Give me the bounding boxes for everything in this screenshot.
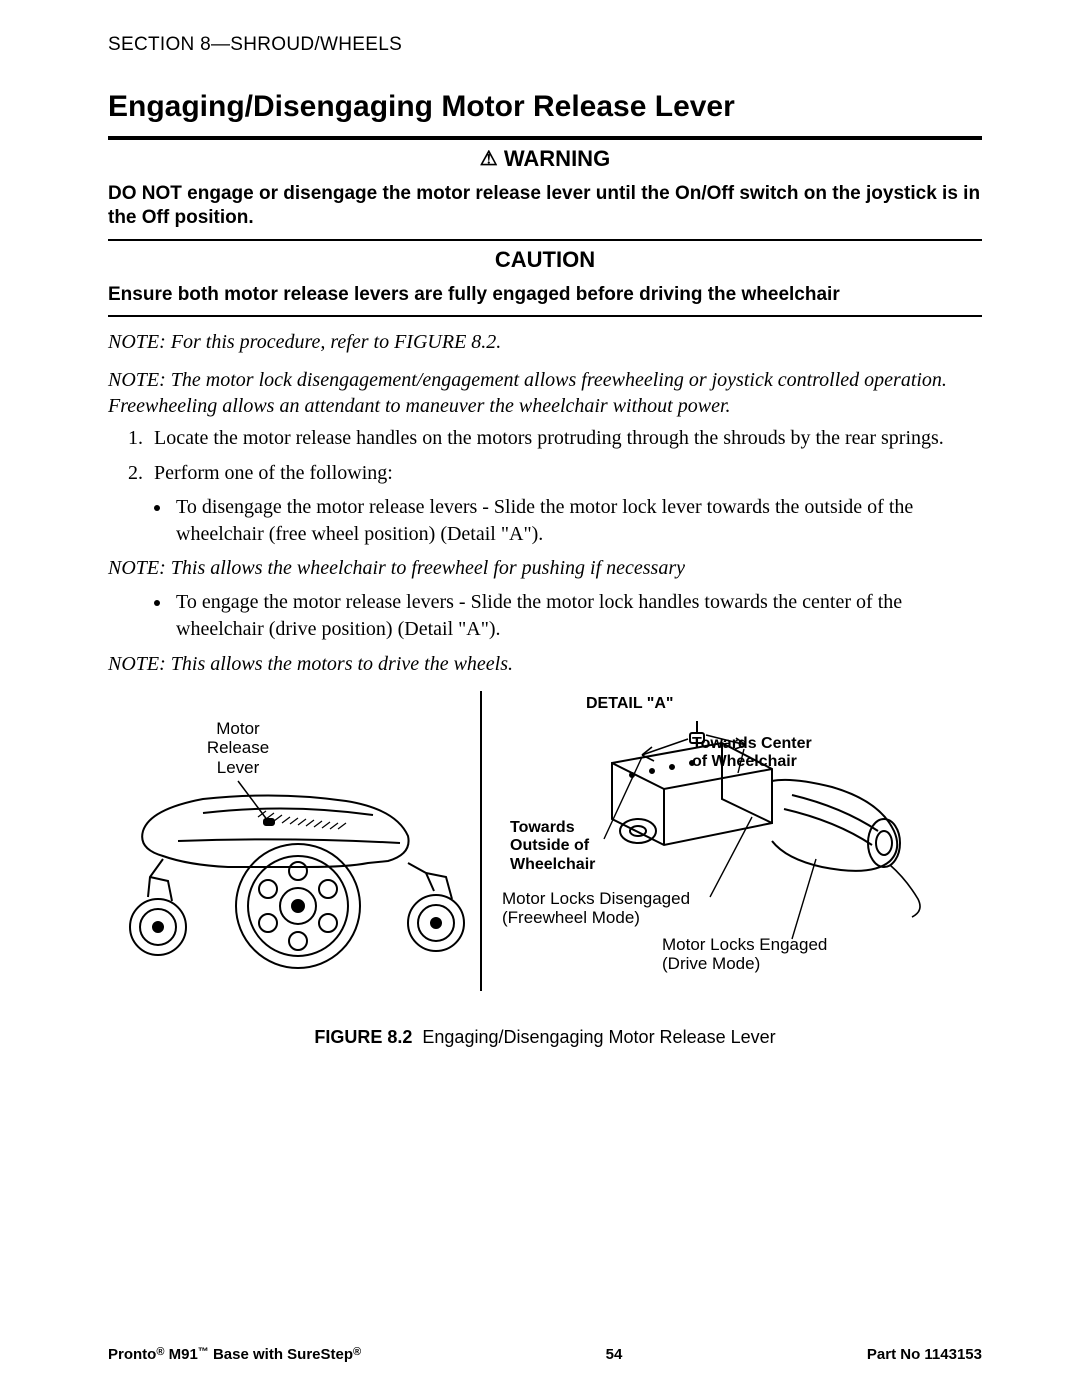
step-2-bullets: To disengage the motor release levers - …: [108, 494, 982, 547]
manual-page: SECTION 8—SHROUD/WHEELS Engaging/Disenga…: [0, 0, 1080, 1397]
figure-left-panel: Motor Release Lever: [108, 691, 478, 991]
label-line: of Wheelchair: [692, 753, 797, 770]
caution-body: Ensure both motor release levers are ful…: [108, 279, 982, 315]
label-line: (Drive Mode): [662, 954, 760, 973]
figure-caption: FIGURE 8.2 Engaging/Disengaging Motor Re…: [108, 1027, 982, 1048]
caution-heading: CAUTION: [108, 241, 982, 279]
figure-right-panel: DETAIL "A" Towards Center of Wheelchair …: [492, 691, 982, 991]
wheelchair-base-illustration: [108, 691, 478, 991]
step-2: Perform one of the following:: [148, 460, 982, 487]
label-line: Motor Locks Disengaged: [502, 889, 690, 908]
footer-right: Part No 1143153: [867, 1346, 982, 1363]
label-line: (Freewheel Mode): [502, 908, 640, 927]
note-1: NOTE: For this procedure, refer to FIGUR…: [108, 329, 982, 355]
label-towards-outside: Towards Outside of Wheelchair: [510, 819, 595, 876]
step-2-bullets-2: To engage the motor release levers - Sli…: [108, 589, 982, 642]
warning-icon: ⚠: [480, 148, 498, 170]
label-line: Motor: [216, 719, 259, 738]
note-4: NOTE: This allows the motors to drive th…: [108, 651, 982, 677]
step-1: Locate the motor release handles on the …: [148, 425, 982, 452]
label-line: Towards Center: [692, 735, 812, 752]
note-3: NOTE: This allows the wheelchair to free…: [108, 555, 982, 581]
section-header: SECTION 8—SHROUD/WHEELS: [108, 34, 982, 56]
figure-8-2: Motor Release Lever: [108, 691, 982, 1021]
rule-thin-2: [108, 315, 982, 317]
label-line: Lever: [217, 758, 260, 777]
warning-heading-text: WARNING: [504, 146, 610, 171]
figure-caption-text: Engaging/Disengaging Motor Release Lever: [422, 1027, 775, 1047]
figure-divider: [480, 691, 482, 991]
label-line: Wheelchair: [510, 856, 595, 873]
footer-page-number: 54: [606, 1346, 623, 1363]
label-line: Outside of: [510, 837, 589, 854]
label-engaged: Motor Locks Engaged (Drive Mode): [662, 935, 882, 974]
label-line: Motor Locks Engaged: [662, 935, 827, 954]
detail-a-heading: DETAIL "A": [586, 695, 673, 714]
figure-caption-number: FIGURE 8.2: [314, 1027, 412, 1047]
label-line: Towards: [510, 819, 575, 836]
label-motor-release-lever: Motor Release Lever: [198, 719, 278, 778]
bullet-engage: To engage the motor release levers - Sli…: [172, 589, 982, 642]
label-line: Release: [207, 738, 269, 757]
note-2: NOTE: The motor lock disengagement/engag…: [108, 367, 982, 419]
label-disengaged: Motor Locks Disengaged (Freewheel Mode): [502, 889, 722, 928]
footer-left: Pronto® M91™ Base with SureStep®: [108, 1346, 361, 1363]
page-title: Engaging/Disengaging Motor Release Lever: [108, 90, 982, 124]
label-towards-center: Towards Center of Wheelchair: [692, 735, 812, 773]
page-footer: Pronto® M91™ Base with SureStep® 54 Part…: [108, 1346, 982, 1363]
bullet-disengage: To disengage the motor release levers - …: [172, 494, 982, 547]
warning-body: DO NOT engage or disengage the motor rel…: [108, 178, 982, 239]
procedure-steps: Locate the motor release handles on the …: [108, 425, 982, 486]
warning-heading: ⚠ WARNING: [108, 140, 982, 178]
